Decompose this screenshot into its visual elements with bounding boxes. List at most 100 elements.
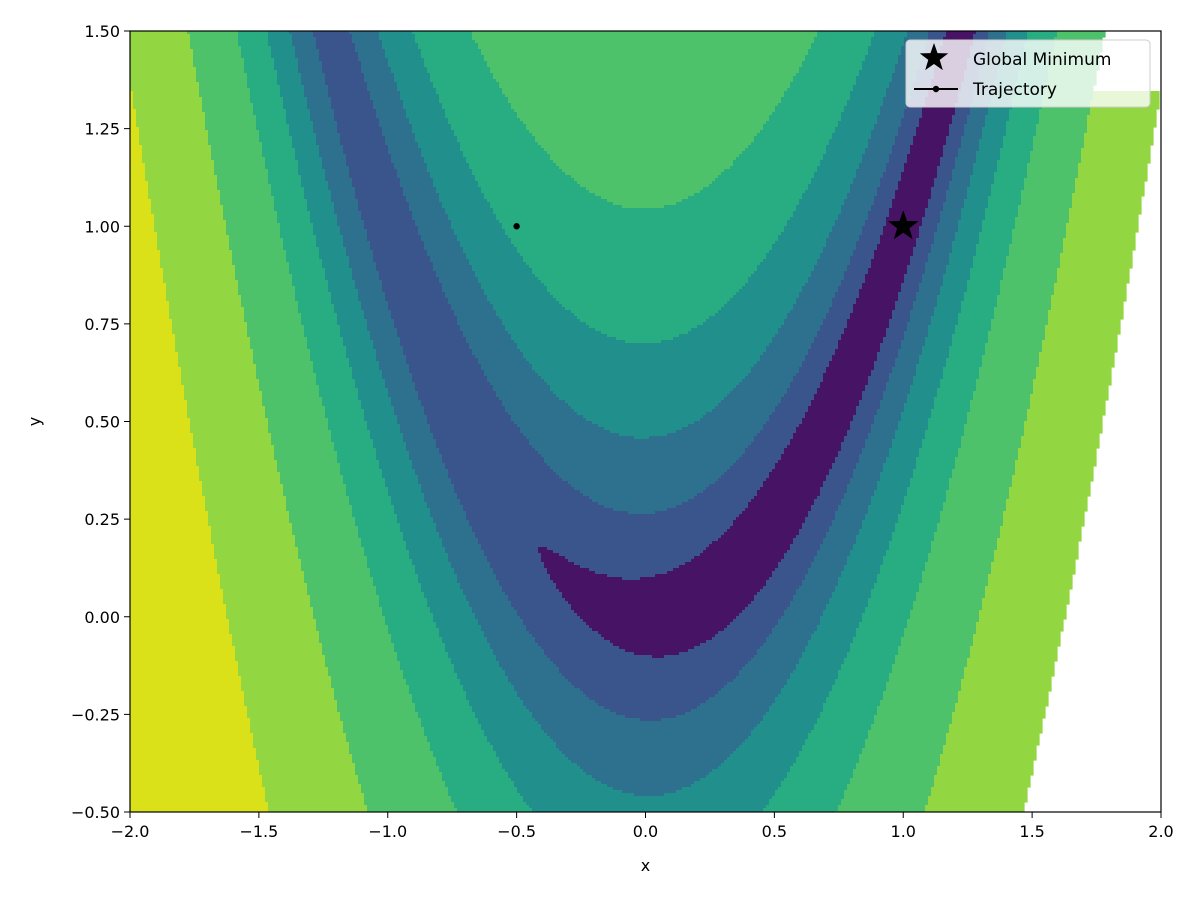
contour-band (499, 583, 557, 587)
contour-band (793, 436, 845, 440)
contour-band (304, 196, 332, 200)
contour-band (130, 292, 167, 296)
contour-band (688, 649, 758, 653)
contour-band (856, 763, 941, 767)
contour-band (523, 256, 767, 260)
contour-band (199, 85, 248, 89)
contour-band (766, 637, 812, 641)
contour-band (796, 667, 842, 671)
contour-band (418, 145, 461, 149)
contour-band (964, 199, 989, 203)
contour-band (706, 640, 767, 644)
contour-band (820, 712, 878, 716)
contour-band (376, 112, 407, 116)
contour-band (1084, 142, 1154, 146)
contour-band (1033, 388, 1109, 392)
contour-band (1057, 268, 1130, 272)
contour-band (226, 604, 311, 608)
contour-band (334, 211, 362, 215)
contour-band (535, 370, 752, 374)
contour-band (325, 175, 350, 179)
contour-band (538, 142, 752, 146)
contour-band (784, 394, 815, 398)
contour-band (964, 205, 989, 209)
contour-band (1009, 244, 1064, 248)
contour-band (229, 241, 284, 245)
contour-band (292, 37, 317, 41)
contour-band (913, 301, 938, 305)
contour-band (976, 154, 1001, 158)
contour-band (130, 31, 188, 35)
contour-band (826, 238, 860, 242)
contour-band (367, 805, 455, 809)
contour-band (316, 376, 353, 380)
contour-band (985, 586, 1073, 590)
contour-band (481, 286, 548, 290)
contour-band (325, 412, 365, 416)
contour-band (319, 148, 344, 152)
contour-band (862, 283, 902, 287)
contour-band (961, 445, 1022, 449)
contour-band (301, 562, 368, 566)
contour-band (994, 556, 1079, 560)
contour-band (1018, 211, 1070, 215)
contour-band (358, 778, 443, 782)
contour-band (787, 445, 842, 449)
contour-band (289, 133, 317, 137)
contour-band (346, 484, 386, 488)
contour-band (382, 127, 413, 131)
contour-band (988, 106, 1013, 110)
contour-band (805, 190, 851, 194)
contour-band (928, 421, 968, 425)
contour-band (130, 523, 209, 527)
contour-band (364, 550, 410, 554)
contour-band (547, 547, 707, 551)
contour-band (775, 406, 809, 410)
contour-band (820, 622, 860, 626)
contour-band (409, 451, 440, 455)
contour-band (190, 418, 269, 422)
contour-band (385, 478, 419, 482)
contour-band (862, 232, 884, 236)
contour-band (937, 391, 974, 395)
contour-band (496, 655, 548, 659)
contour-band (967, 421, 1025, 425)
contour-band (400, 430, 431, 434)
contour-band (361, 400, 392, 404)
contour-band (844, 328, 887, 332)
contour-band (850, 184, 881, 188)
contour-band (250, 91, 281, 95)
contour-band (1063, 250, 1133, 254)
contour-band (328, 427, 368, 431)
contour-band (796, 205, 842, 209)
contour-band (811, 562, 848, 566)
contour-band (814, 265, 848, 269)
contour-band (430, 76, 494, 80)
contour-band (229, 619, 317, 623)
contour-band (211, 529, 293, 533)
contour-band (319, 145, 344, 149)
contour-band (907, 490, 947, 494)
contour-band (784, 94, 851, 98)
contour-band (898, 292, 917, 296)
contour-band (175, 334, 248, 338)
contour-band (295, 55, 320, 59)
contour-band (331, 103, 374, 107)
contour-band (940, 517, 1004, 521)
contour-band (409, 370, 485, 374)
contour-band (934, 238, 956, 242)
contour-band (349, 262, 377, 266)
contour-band (877, 484, 911, 488)
contour-band (925, 433, 965, 437)
contour-band (517, 694, 587, 698)
contour-band (421, 55, 485, 59)
contour-band (748, 502, 815, 506)
contour-band (757, 268, 815, 272)
contour-band (418, 478, 452, 482)
contour-band (1003, 274, 1058, 278)
contour-band (832, 133, 872, 137)
contour-band (427, 505, 464, 509)
contour-band (445, 781, 515, 785)
contour-band (247, 76, 278, 80)
contour-band (346, 163, 395, 167)
